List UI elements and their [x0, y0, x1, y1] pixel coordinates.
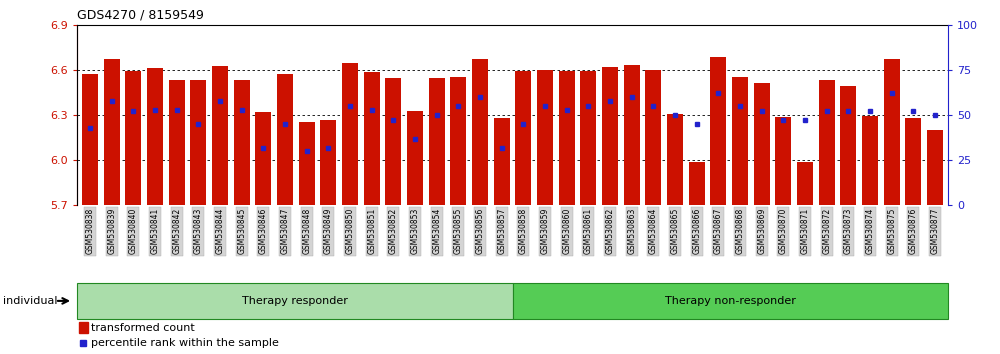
Bar	[494, 118, 510, 205]
Bar	[689, 162, 705, 205]
Bar	[299, 122, 315, 205]
Bar	[169, 80, 185, 205]
Bar	[277, 74, 293, 205]
Text: individual: individual	[3, 296, 58, 306]
Bar	[840, 86, 856, 205]
Text: Therapy responder: Therapy responder	[242, 296, 348, 306]
Bar	[472, 59, 488, 205]
Bar	[515, 71, 531, 205]
Bar	[797, 162, 813, 205]
Bar	[82, 74, 98, 205]
Bar	[190, 80, 206, 205]
Bar	[819, 80, 835, 205]
Bar	[255, 112, 271, 205]
Bar	[450, 77, 466, 205]
Bar	[125, 71, 141, 205]
Bar	[77, 283, 512, 319]
Bar	[884, 59, 900, 205]
Bar	[732, 77, 748, 205]
Bar	[645, 70, 661, 205]
Bar	[512, 283, 948, 319]
Text: Therapy non-responder: Therapy non-responder	[665, 296, 796, 306]
Bar	[385, 78, 401, 205]
Bar	[212, 66, 228, 205]
Bar	[364, 72, 380, 205]
Bar	[862, 116, 878, 205]
Text: GDS4270 / 8159549: GDS4270 / 8159549	[77, 9, 204, 22]
Bar	[104, 59, 120, 205]
Bar	[775, 117, 791, 205]
Bar	[342, 63, 358, 205]
Text: percentile rank within the sample: percentile rank within the sample	[91, 338, 279, 348]
Bar	[79, 322, 88, 333]
Bar	[320, 120, 336, 205]
Bar	[710, 57, 726, 205]
Bar	[667, 114, 683, 205]
Bar	[905, 118, 921, 205]
Bar	[147, 68, 163, 205]
Bar	[537, 70, 553, 205]
Bar	[429, 78, 445, 205]
Bar	[927, 130, 943, 205]
Bar	[407, 111, 423, 205]
Bar	[754, 83, 770, 205]
Bar	[624, 65, 640, 205]
Text: transformed count: transformed count	[91, 322, 195, 332]
Bar	[602, 67, 618, 205]
Bar	[559, 71, 575, 205]
Bar	[234, 80, 250, 205]
Bar	[580, 71, 596, 205]
